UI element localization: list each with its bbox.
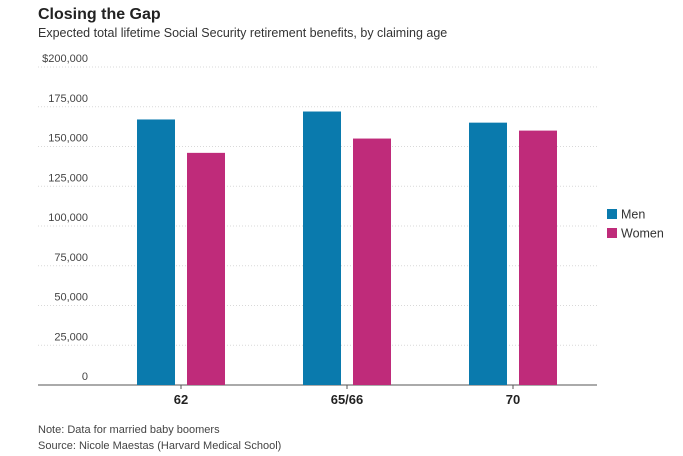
chart-notes: Note: Data for married baby boomers Sour… — [38, 422, 281, 454]
legend-label-women: Women — [621, 227, 664, 241]
x-tick-label: 62 — [174, 392, 188, 407]
bar-men-70 — [469, 122, 507, 386]
y-tick-label: $200,000 — [42, 53, 88, 65]
y-tick-label: 0 — [82, 371, 88, 383]
data-note: Note: Data for married baby boomers — [38, 424, 220, 436]
source-note: Source: Nicole Maestas (Harvard Medical … — [38, 440, 282, 452]
y-tick-label: 125,000 — [48, 172, 88, 184]
chart-title: Closing the Gap — [38, 6, 161, 23]
bar-men-62 — [137, 119, 175, 385]
y-tick-label: 25,000 — [54, 331, 88, 343]
bar-women-62 — [187, 152, 225, 385]
y-tick-label: 100,000 — [48, 212, 88, 224]
y-tick-label: 150,000 — [48, 133, 88, 145]
chart-subtitle: Expected total lifetime Social Security … — [38, 26, 448, 40]
y-tick-label: 175,000 — [48, 93, 88, 105]
legend-swatch-men — [607, 209, 617, 219]
x-tick-label: 65/66 — [331, 392, 364, 407]
bar-women-65-66 — [353, 138, 391, 385]
y-tick-label: 75,000 — [54, 252, 88, 264]
legend-label-men: Men — [621, 208, 645, 222]
x-tick-label: 70 — [506, 392, 520, 407]
y-tick-label: 50,000 — [54, 292, 88, 304]
bar-women-70 — [519, 130, 557, 385]
legend-swatch-women — [607, 228, 617, 238]
bar-men-65-66 — [303, 111, 341, 386]
